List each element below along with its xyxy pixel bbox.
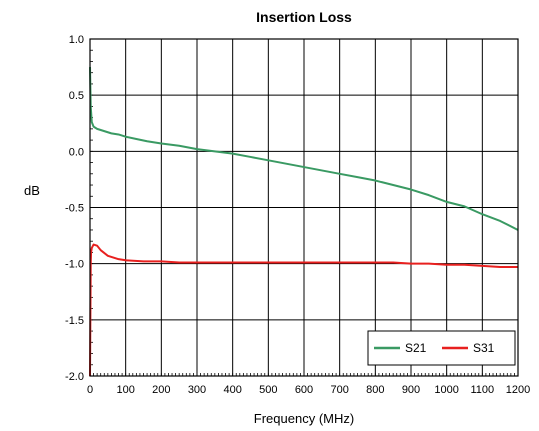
- x-tick-label: 500: [259, 384, 277, 396]
- x-tick-label: 600: [295, 384, 313, 396]
- x-axis-title: Frequency (MHz): [254, 411, 354, 426]
- y-axis-ticks: 1.0 0.5 0.0 -0.5 -1.0 -1.5 -2.0: [65, 34, 93, 383]
- legend-label-s31: S31: [473, 341, 495, 355]
- series-line-s21: [89, 67, 519, 231]
- x-tick-label: 1100: [471, 384, 495, 396]
- plot-frame: [89, 38, 519, 377]
- legend: S21 S31: [367, 330, 516, 366]
- grid-lines: [90, 39, 518, 376]
- chart-title: Insertion Loss: [256, 9, 352, 25]
- x-tick-label: 800: [366, 384, 384, 396]
- x-tick-label: 900: [402, 384, 420, 396]
- x-tick-label: 700: [330, 384, 348, 396]
- series-layer: [89, 67, 519, 377]
- y-tick-label: 1.0: [69, 34, 84, 46]
- y-tick-label: -2.0: [65, 371, 84, 383]
- y-tick-label: -0.5: [65, 203, 84, 215]
- y-axis-title: dB: [24, 183, 40, 198]
- x-tick-label: 300: [188, 384, 206, 396]
- x-tick-label: 1200: [506, 384, 530, 396]
- y-tick-label: -1.5: [65, 315, 84, 327]
- series-line-s31: [89, 243, 518, 377]
- x-tick-label: 200: [152, 384, 170, 396]
- x-axis-ticks: 0 100 200 300 400 500 600 700 800 900 1000 1100 1200: [87, 373, 530, 396]
- x-tick-label: 100: [116, 384, 134, 396]
- y-tick-label: 0.5: [69, 90, 84, 102]
- legend-label-s21: S21: [405, 341, 427, 355]
- y-tick-label: -1.0: [65, 259, 84, 271]
- y-tick-label: 0.0: [69, 146, 84, 158]
- x-tick-label: 1000: [434, 384, 458, 396]
- x-tick-label: 400: [223, 384, 241, 396]
- x-tick-label: 0: [87, 384, 93, 396]
